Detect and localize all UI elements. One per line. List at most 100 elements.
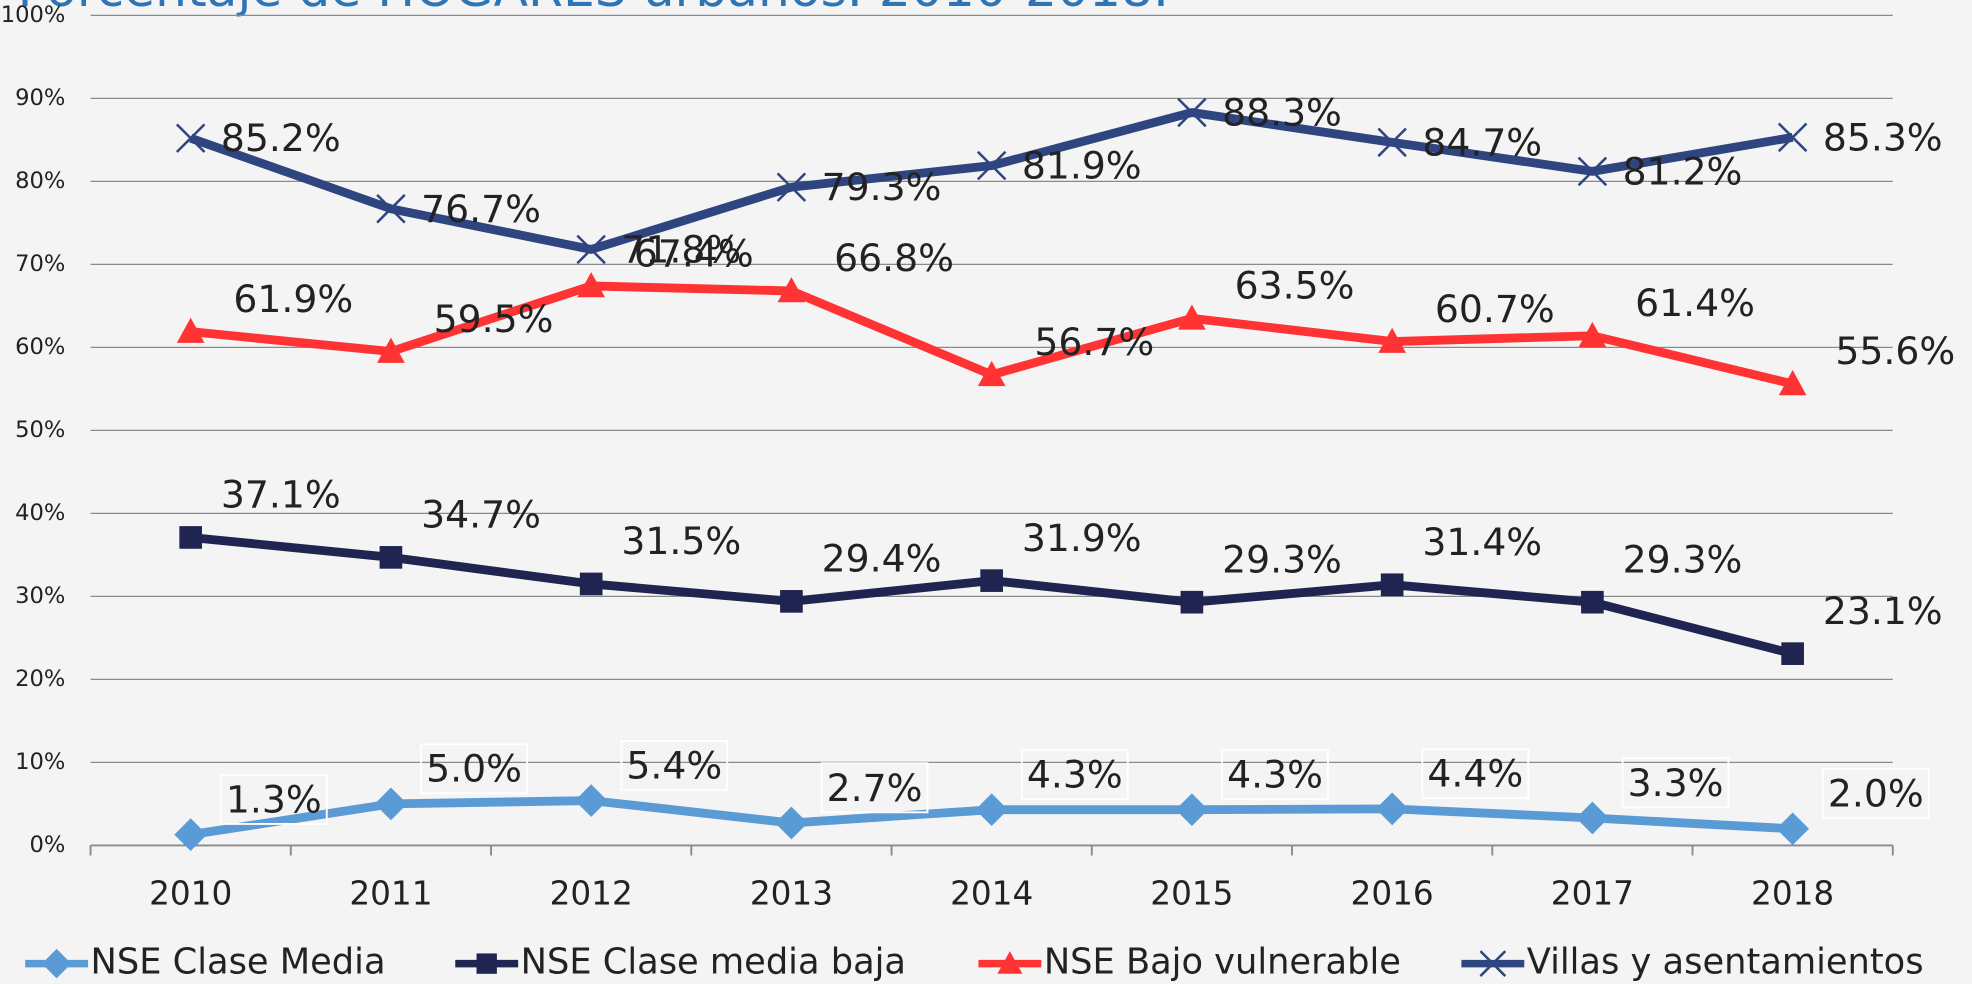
- data-label-box: [620, 739, 729, 791]
- data-label: 85.3%: [1823, 115, 1943, 159]
- marker: [1178, 304, 1206, 330]
- marker: [997, 951, 1023, 974]
- y-tick-label: 60%: [15, 334, 65, 360]
- data-label: 31.4%: [1422, 520, 1542, 564]
- x-tick-label: 2011: [349, 875, 432, 913]
- marker: [777, 277, 806, 303]
- data-label: 67.4%: [634, 231, 754, 275]
- marker: [1781, 642, 1804, 665]
- marker: [977, 360, 1006, 387]
- marker: [980, 569, 1003, 592]
- data-label: 5.4%: [626, 743, 722, 787]
- marker: [574, 784, 608, 817]
- data-label: 85.2%: [221, 116, 341, 160]
- x-tick-label: 2014: [950, 875, 1033, 913]
- marker: [374, 787, 408, 821]
- marker-stroke: [1177, 97, 1207, 128]
- data-label: 76.7%: [421, 187, 541, 231]
- marker-stroke: [976, 150, 1007, 181]
- data-label: 29.3%: [1623, 537, 1743, 581]
- y-tick-label: 0%: [29, 832, 65, 858]
- marker: [1777, 122, 1808, 153]
- data-label: 66.8%: [834, 236, 954, 280]
- marker: [1479, 950, 1507, 977]
- data-label-box: [1421, 748, 1530, 800]
- marker: [577, 272, 606, 298]
- marker: [1377, 127, 1407, 158]
- y-tick-label: 10%: [15, 749, 65, 775]
- data-label-box: [420, 743, 528, 795]
- data-label: 79.3%: [822, 165, 942, 209]
- legend-label: NSE Clase media baja: [521, 942, 906, 983]
- data-label: 61.9%: [233, 277, 353, 321]
- y-tick-label: 30%: [15, 583, 65, 609]
- legend-label: Villas y asentamientos: [1527, 942, 1924, 983]
- marker: [1577, 156, 1608, 187]
- data-label: 31.5%: [621, 519, 741, 563]
- data-label: 29.3%: [1222, 537, 1342, 581]
- data-label: 55.6%: [1835, 329, 1955, 373]
- data-label: 31.9%: [1022, 516, 1142, 560]
- marker-stroke: [1577, 156, 1608, 187]
- marker: [775, 806, 808, 840]
- marker: [41, 948, 72, 979]
- marker: [1378, 327, 1406, 353]
- data-label: 81.2%: [1623, 149, 1743, 193]
- marker: [174, 818, 208, 851]
- data-label: 4.3%: [1027, 753, 1123, 797]
- data-label: 56.7%: [1034, 320, 1154, 364]
- data-label: 84.7%: [1422, 120, 1542, 164]
- marker: [379, 546, 403, 569]
- y-tick-label: 90%: [15, 85, 65, 111]
- data-label: 81.9%: [1022, 144, 1142, 188]
- marker: [1380, 573, 1404, 597]
- marker: [1578, 321, 1607, 348]
- x-tick-label: 2010: [149, 875, 232, 913]
- marker: [976, 150, 1007, 181]
- marker-stroke: [1377, 127, 1407, 158]
- data-label: 61.4%: [1635, 281, 1755, 325]
- data-label: 23.1%: [1823, 589, 1943, 633]
- x-tick-label: 2013: [750, 875, 833, 913]
- x-tick-label: 2016: [1351, 875, 1434, 913]
- marker-stroke: [576, 234, 606, 265]
- marker: [476, 953, 497, 974]
- marker: [376, 194, 406, 224]
- data-label-box: [1221, 749, 1329, 800]
- marker: [780, 590, 803, 613]
- marker: [776, 172, 807, 202]
- x-tick-label: 2015: [1150, 875, 1233, 913]
- data-label-box: [1821, 768, 1930, 820]
- data-label: 88.3%: [1222, 90, 1342, 134]
- marker-stroke: [175, 123, 206, 153]
- data-label: 2.0%: [1828, 772, 1924, 816]
- data-label-box: [219, 773, 328, 825]
- y-tick-label: 40%: [15, 500, 65, 526]
- marker: [1180, 590, 1204, 614]
- marker-stroke: [1777, 122, 1808, 153]
- marker: [1375, 792, 1409, 826]
- marker: [1778, 370, 1807, 396]
- marker: [377, 337, 405, 363]
- marker: [1581, 590, 1604, 614]
- data-label: 71.8%: [621, 227, 741, 271]
- data-label: 29.4%: [822, 537, 942, 581]
- data-label: 3.3%: [1628, 761, 1724, 805]
- legend-label: NSE Clase Media: [91, 942, 386, 983]
- marker-stroke: [376, 194, 406, 224]
- x-tick-label: 2017: [1551, 875, 1634, 913]
- marker: [579, 572, 603, 596]
- y-tick-label: 80%: [15, 168, 65, 194]
- marker: [1177, 97, 1207, 128]
- data-label: 4.4%: [1427, 752, 1523, 796]
- marker: [176, 317, 205, 343]
- marker: [179, 526, 202, 549]
- x-tick-label: 2012: [550, 875, 633, 913]
- y-tick-label: 50%: [15, 417, 65, 443]
- data-label: 34.7%: [421, 493, 541, 537]
- data-label: 1.3%: [226, 777, 322, 821]
- data-label: 63.5%: [1235, 264, 1355, 308]
- data-label: 5.0%: [426, 747, 522, 791]
- data-label: 2.7%: [827, 766, 923, 810]
- chart-title: Porcentaje de HOGARES urbanos. 2010-2018…: [18, 0, 1169, 18]
